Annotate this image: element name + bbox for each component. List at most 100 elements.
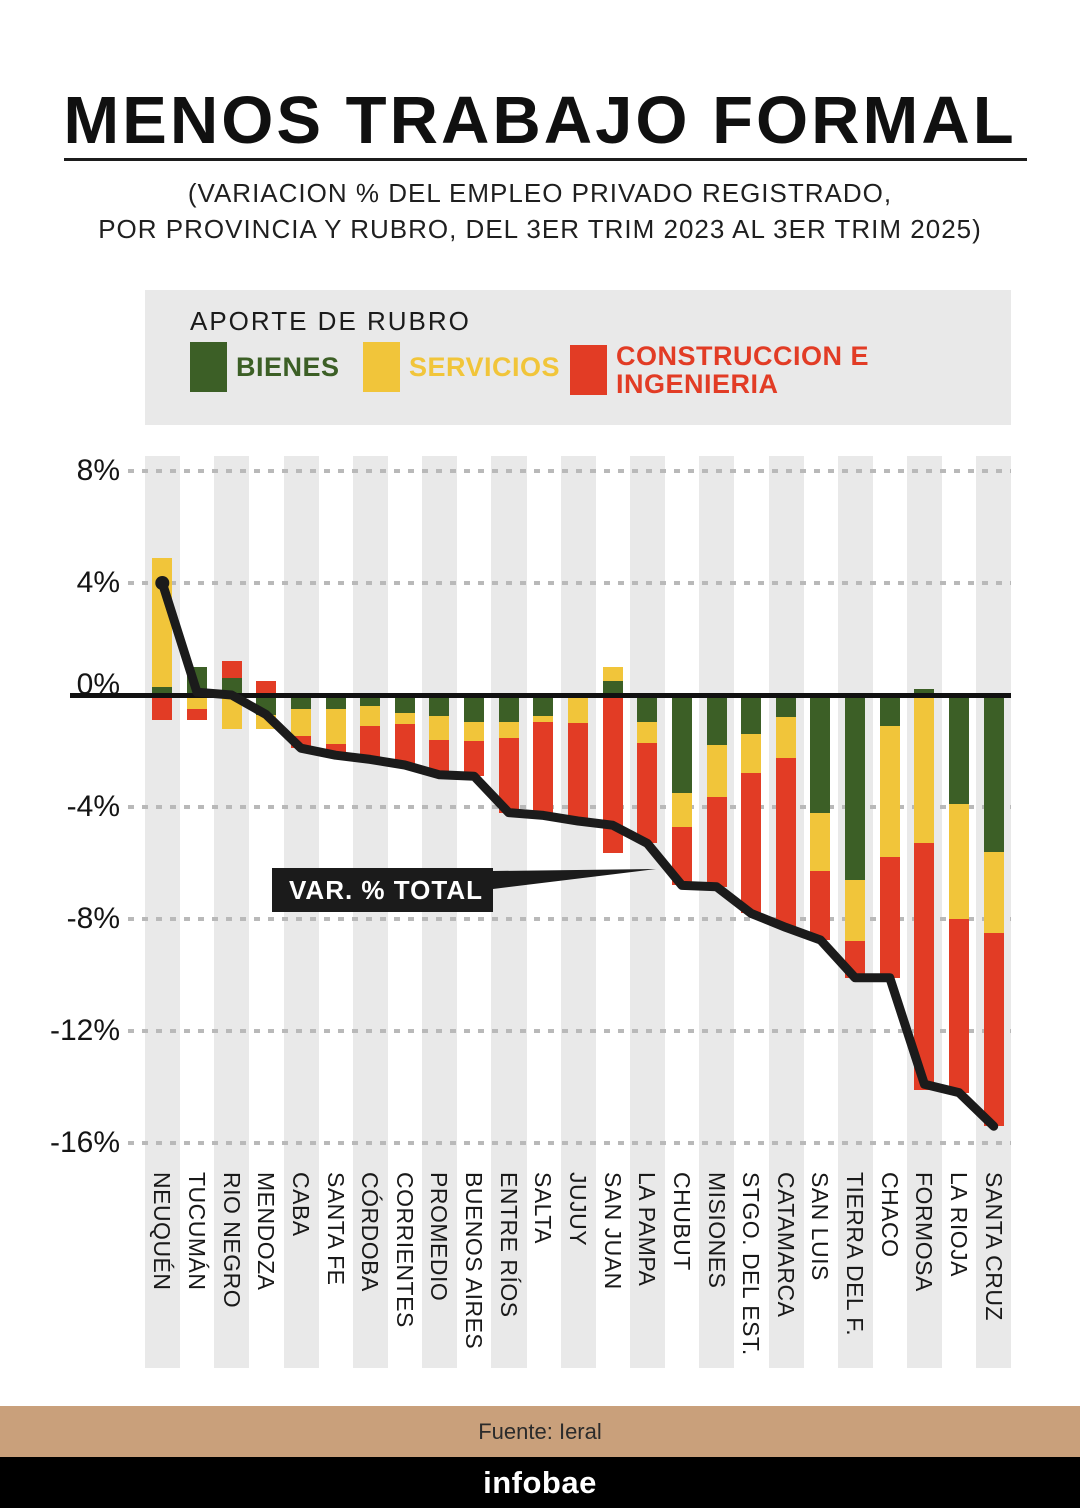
- bar-segment: [983, 933, 1004, 1127]
- bar-segment: [810, 695, 831, 813]
- infobae-logo: infobae: [483, 1464, 597, 1500]
- x-axis-label: CORRIENTES: [391, 1172, 418, 1328]
- gridline: [128, 917, 1011, 921]
- x-axis-label: SANTA FE: [322, 1172, 349, 1286]
- bar-segment: [325, 709, 346, 744]
- bar-segment: [186, 709, 207, 721]
- x-axis-label: CHACO: [876, 1172, 903, 1258]
- bar-segment: [429, 695, 450, 716]
- bar-segment: [983, 695, 1004, 852]
- bar-segment: [879, 695, 900, 726]
- bar-segment: [671, 793, 692, 827]
- y-axis-label: -4%: [66, 790, 120, 823]
- title-underline: [64, 158, 1027, 161]
- bar-segment: [498, 695, 519, 722]
- x-axis-label: BUENOS AIRES: [461, 1172, 488, 1350]
- bar-segment: [879, 857, 900, 978]
- x-axis-label: SAN JUAN: [599, 1172, 626, 1290]
- x-axis-label: LA RIOJA: [946, 1172, 973, 1277]
- bar-segment: [775, 758, 796, 928]
- legend-item-construccion: CONSTRUCCION E INGENIERIA: [570, 342, 871, 398]
- bar-segment: [290, 709, 311, 736]
- x-axis-label: SANTA CRUZ: [980, 1172, 1007, 1321]
- bar-segment: [879, 725, 900, 858]
- gridline: [128, 1029, 1011, 1033]
- bar-segment: [152, 557, 173, 687]
- bar-segment: [568, 723, 588, 821]
- x-axis-label: CHUBUT: [668, 1172, 695, 1271]
- bar-segment: [949, 919, 970, 1093]
- gridline: [128, 469, 1011, 473]
- legend-item-bienes: BIENES: [190, 342, 340, 392]
- total-callout: VAR. % TOTAL: [272, 868, 493, 912]
- bar-segment: [845, 941, 866, 978]
- bar-segment: [221, 695, 242, 729]
- servicios-swatch-icon: [363, 342, 400, 392]
- bar-segment: [914, 695, 935, 844]
- y-axis-label: -8%: [66, 902, 120, 935]
- bar-segment: [290, 735, 311, 749]
- zero-axis-line: [70, 693, 1011, 698]
- x-axis-label: TUCUMÁN: [183, 1172, 210, 1291]
- x-axis-label: STGO. DEL EST.: [738, 1172, 765, 1356]
- y-axis-label: 0%: [76, 668, 120, 701]
- x-axis-label: SALTA: [530, 1172, 557, 1244]
- bar-segment: [152, 695, 173, 721]
- bar-segment: [775, 695, 796, 718]
- bar-segment: [637, 721, 658, 743]
- bar-segment: [360, 706, 381, 726]
- bar-segment: [464, 695, 485, 722]
- bar-segment: [949, 695, 970, 805]
- x-axis-label: JUJUY: [565, 1172, 591, 1247]
- bar-segment: [568, 695, 588, 723]
- bar-segment: [533, 695, 554, 716]
- x-axis-label: SAN LUIS: [807, 1172, 834, 1281]
- bar-segment: [949, 804, 970, 919]
- bar-segment: [983, 851, 1004, 933]
- subtitle-line-1: (VARIACION % DEL EMPLEO PRIVADO REGISTRA…: [187, 178, 893, 208]
- x-axis-label: CÓRDOBA: [357, 1172, 384, 1292]
- bar-segment: [914, 843, 935, 1090]
- bar-segment: [637, 695, 658, 722]
- bar-segment: [671, 826, 692, 886]
- bar-segment: [845, 879, 866, 942]
- bar-segment: [186, 667, 207, 695]
- bar-segment: [810, 812, 831, 872]
- bar-segment: [706, 745, 727, 798]
- legend-item-servicios: SERVICIOS: [363, 342, 560, 392]
- bar-segment: [360, 725, 381, 760]
- bar-segment: [533, 721, 554, 816]
- x-axis-label: CABA: [287, 1172, 314, 1237]
- bar-segment: [706, 695, 727, 746]
- bar-segment: [256, 714, 277, 729]
- bar-segment: [741, 734, 762, 774]
- source-band: Fuente: Ieral: [0, 1406, 1080, 1457]
- x-axis-label: MISIONES: [703, 1172, 730, 1289]
- bar-segment: [637, 742, 658, 844]
- legend: APORTE DE RUBRO BIENES SERVICIOS CONSTRU…: [145, 290, 1011, 425]
- subtitle-line-2: POR PROVINCIA Y RUBRO, DEL 3ER TRIM 2023…: [98, 214, 982, 244]
- bar-segment: [498, 738, 519, 813]
- construccion-label: CONSTRUCCION E INGENIERIA: [616, 341, 870, 399]
- bar-segment: [741, 773, 762, 914]
- bar-segment: [429, 716, 450, 740]
- bar-segment: [221, 661, 242, 679]
- x-axis-label: NEUQUÉN: [149, 1172, 176, 1291]
- y-axis-label: -12%: [49, 1014, 120, 1047]
- bar-segment: [325, 744, 346, 756]
- y-axis-label: -16%: [49, 1126, 120, 1159]
- gridline: [128, 1141, 1011, 1145]
- bar-segment: [394, 713, 415, 725]
- bar-segment: [671, 695, 692, 793]
- bar-segment: [845, 695, 866, 880]
- bar-segment: [602, 695, 623, 854]
- x-axis-label: PROMEDIO: [426, 1172, 453, 1302]
- source-text: Fuente: Ieral: [478, 1418, 602, 1444]
- x-axis-label: ENTRE RÍOS: [495, 1172, 522, 1318]
- servicios-label: SERVICIOS: [409, 352, 561, 382]
- x-axis-label: CATAMARCA: [772, 1172, 799, 1318]
- bar-segment: [741, 695, 762, 735]
- bar-segment: [602, 667, 623, 681]
- x-axis-label: MENDOZA: [253, 1172, 280, 1291]
- bar-segment: [394, 724, 415, 765]
